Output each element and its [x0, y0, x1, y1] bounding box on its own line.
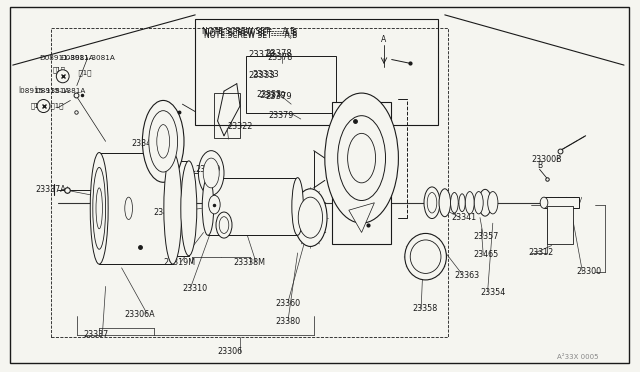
- Ellipse shape: [216, 212, 232, 238]
- Text: Î08915-1381A: Î08915-1381A: [19, 88, 70, 94]
- Ellipse shape: [427, 193, 436, 213]
- Text: B: B: [538, 161, 543, 170]
- Text: 、1。: 、1。: [74, 69, 91, 76]
- Text: 23337: 23337: [83, 330, 108, 339]
- Text: 23322: 23322: [227, 122, 253, 131]
- Ellipse shape: [294, 189, 327, 247]
- Text: A²33X 0005: A²33X 0005: [557, 354, 598, 360]
- Ellipse shape: [198, 151, 224, 195]
- Text: 23333: 23333: [253, 70, 280, 79]
- Text: 23354: 23354: [480, 288, 505, 296]
- Text: NOTE:SCREW SET-----A,B: NOTE:SCREW SET-----A,B: [204, 29, 297, 38]
- Text: A: A: [381, 35, 386, 44]
- Text: 23378: 23378: [266, 49, 292, 58]
- Ellipse shape: [164, 153, 182, 264]
- Text: 23310: 23310: [182, 284, 207, 293]
- Bar: [173, 161, 189, 256]
- Ellipse shape: [459, 194, 465, 212]
- Ellipse shape: [348, 134, 376, 183]
- Text: 23306: 23306: [218, 347, 243, 356]
- Text: 、1。: 、1。: [52, 67, 65, 73]
- Text: 23300: 23300: [576, 267, 601, 276]
- Text: NOTE:SCREW SET-----A,B: NOTE:SCREW SET-----A,B: [204, 31, 297, 40]
- Text: NOTE:SCREW SET-----A,B: NOTE:SCREW SET-----A,B: [202, 27, 295, 36]
- Text: 23312: 23312: [528, 248, 553, 257]
- Bar: [99, 153, 173, 264]
- Text: 23465: 23465: [474, 250, 499, 259]
- Ellipse shape: [157, 125, 170, 158]
- Text: 23470: 23470: [195, 165, 220, 174]
- Ellipse shape: [148, 111, 178, 172]
- Ellipse shape: [209, 195, 220, 214]
- Ellipse shape: [96, 188, 102, 229]
- Ellipse shape: [451, 193, 458, 213]
- Text: Î08915-1381A: Î08915-1381A: [35, 88, 86, 94]
- Text: 23379: 23379: [266, 92, 292, 101]
- Bar: [51, 28, 448, 337]
- Ellipse shape: [56, 70, 69, 83]
- Text: 23341: 23341: [451, 213, 476, 222]
- Ellipse shape: [540, 197, 548, 208]
- Ellipse shape: [125, 197, 132, 219]
- Text: 23333: 23333: [248, 71, 275, 80]
- Text: 23300B: 23300B: [531, 155, 562, 164]
- Ellipse shape: [202, 178, 214, 235]
- Text: 23357: 23357: [474, 232, 499, 241]
- Ellipse shape: [204, 158, 220, 188]
- Ellipse shape: [93, 167, 106, 249]
- Ellipse shape: [37, 100, 50, 113]
- Bar: [332, 102, 391, 244]
- Ellipse shape: [181, 161, 197, 256]
- Text: 23470M: 23470M: [154, 208, 186, 217]
- Bar: [214, 93, 240, 138]
- Ellipse shape: [292, 178, 303, 235]
- Text: 23378: 23378: [268, 53, 292, 62]
- Ellipse shape: [404, 234, 447, 280]
- Ellipse shape: [465, 192, 474, 214]
- Text: 23380: 23380: [275, 317, 300, 326]
- Text: 23306A: 23306A: [125, 310, 156, 319]
- Text: 23379: 23379: [269, 111, 294, 120]
- Text: 23338M: 23338M: [234, 258, 266, 267]
- Text: 23378: 23378: [248, 50, 275, 59]
- Text: Ð08911-3081A: Ð08911-3081A: [61, 55, 116, 61]
- Bar: [246, 56, 336, 113]
- Text: 23363: 23363: [454, 271, 479, 280]
- Text: 、1。: 、1。: [46, 103, 63, 109]
- Ellipse shape: [424, 187, 440, 219]
- Text: 23337A: 23337A: [35, 185, 66, 194]
- Text: 23343: 23343: [131, 139, 156, 148]
- Text: 、1。: 、1。: [31, 103, 44, 109]
- Ellipse shape: [298, 197, 323, 238]
- Ellipse shape: [474, 192, 483, 214]
- Bar: [195, 19, 438, 125]
- Ellipse shape: [219, 217, 229, 234]
- Ellipse shape: [479, 189, 492, 216]
- Ellipse shape: [410, 240, 441, 273]
- Ellipse shape: [143, 100, 184, 182]
- Text: 23333: 23333: [256, 90, 281, 99]
- Text: 23319M: 23319M: [163, 258, 195, 267]
- Ellipse shape: [338, 116, 385, 201]
- Ellipse shape: [90, 153, 108, 264]
- Bar: [208, 178, 298, 235]
- Bar: [544, 197, 579, 208]
- Ellipse shape: [324, 93, 398, 223]
- Text: 23318: 23318: [358, 141, 383, 150]
- Ellipse shape: [439, 189, 451, 217]
- Text: Ð08911-3081A: Ð08911-3081A: [40, 55, 95, 61]
- Polygon shape: [349, 203, 374, 232]
- Text: 23358: 23358: [413, 304, 438, 313]
- Bar: [547, 206, 573, 244]
- Text: 23379: 23379: [259, 92, 286, 100]
- Text: 23360: 23360: [275, 299, 300, 308]
- Ellipse shape: [488, 192, 498, 214]
